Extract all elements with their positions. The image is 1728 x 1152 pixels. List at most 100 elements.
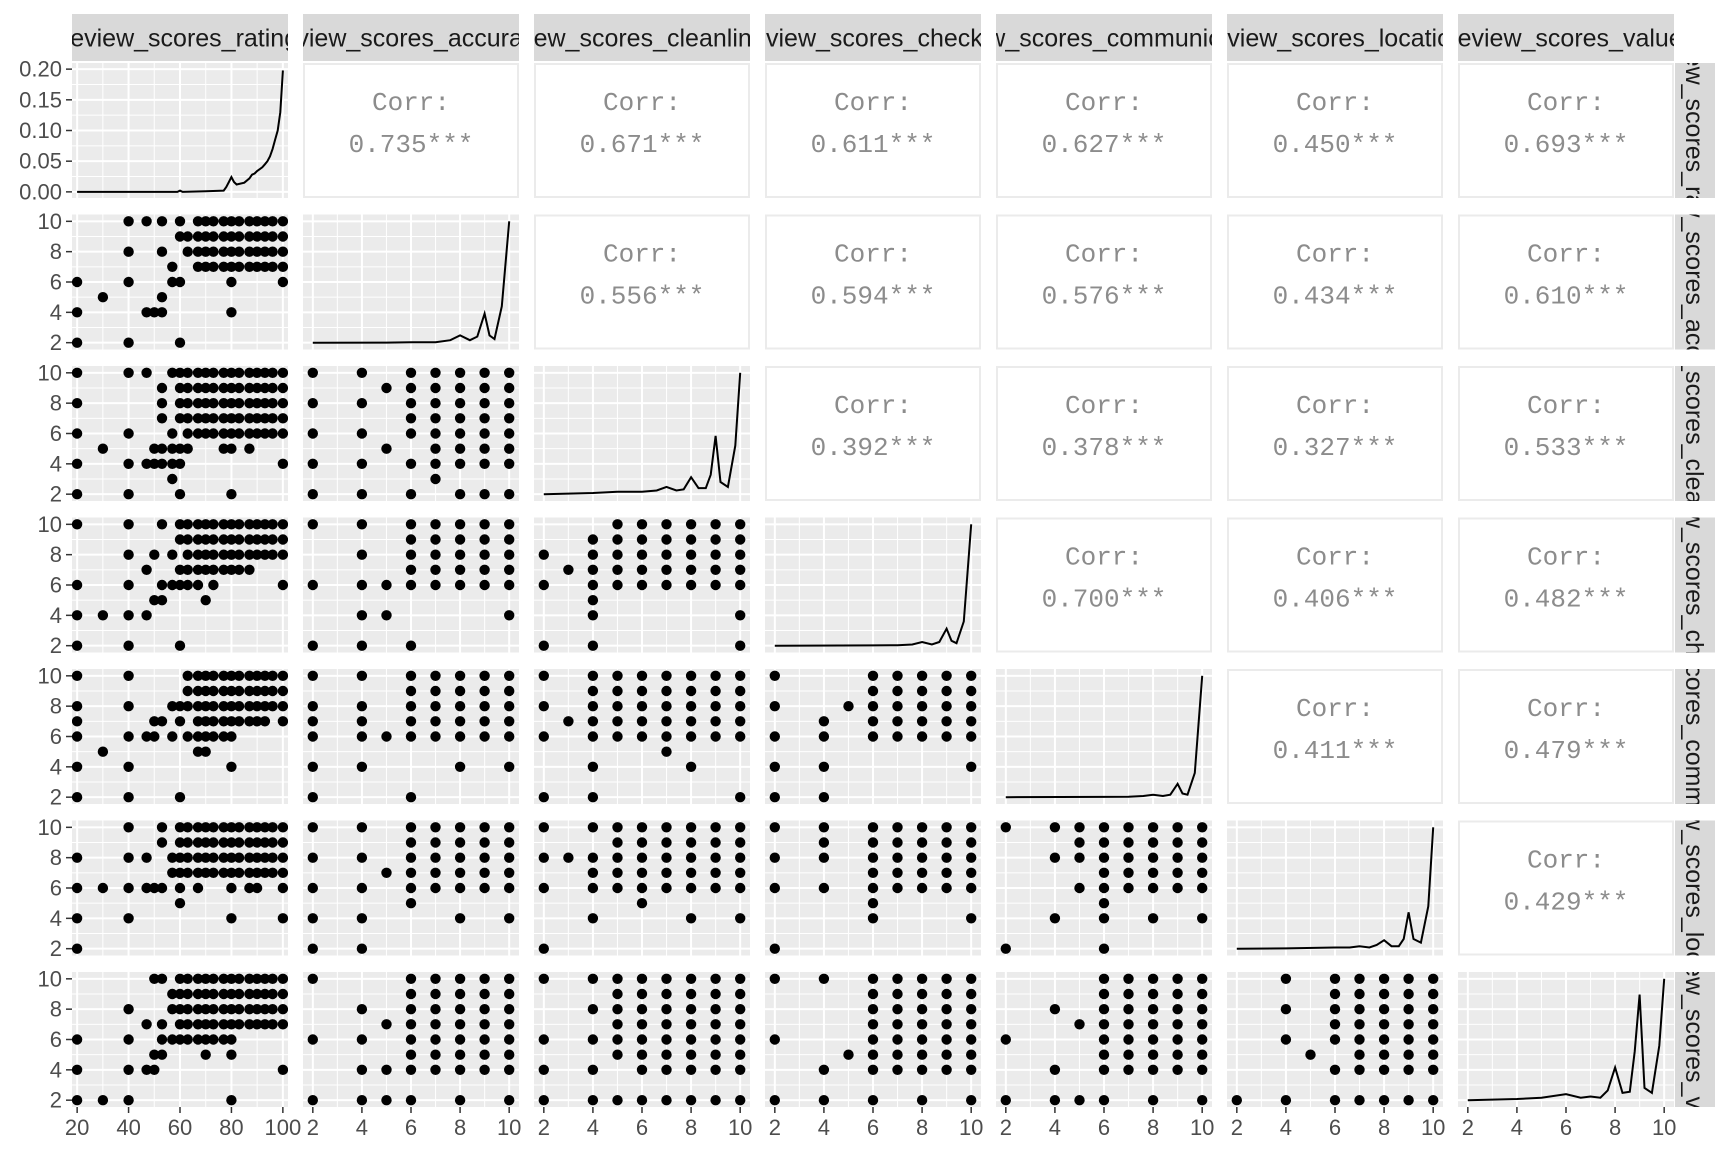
scatter-point — [233, 261, 245, 272]
scatter-point — [661, 685, 672, 697]
x-tick-label: 80 — [219, 1115, 243, 1140]
scatter-point — [72, 670, 83, 681]
scatter-point — [710, 716, 721, 727]
scatter-point — [504, 685, 515, 697]
scatter-point — [1428, 1049, 1439, 1060]
scatter-point — [259, 1019, 271, 1030]
scatter-point — [200, 973, 211, 984]
column-strip-label: review_scores_rating — [62, 25, 298, 53]
scatter-point — [156, 973, 168, 984]
scatter-point — [430, 382, 441, 394]
scatter-point — [479, 988, 490, 1000]
scatter-panel-5-0 — [72, 820, 288, 956]
scatter-point — [612, 731, 623, 742]
scatter-point — [72, 852, 83, 863]
scatter-point — [226, 276, 237, 288]
scatter-point — [587, 822, 599, 833]
scatter-point — [123, 549, 134, 560]
scatter-point — [307, 458, 318, 469]
scatter-point — [1098, 898, 1110, 909]
scatter-point — [612, 716, 623, 727]
scatter-point — [636, 549, 648, 560]
scatter-point — [1074, 822, 1085, 833]
scatter-point — [405, 822, 417, 833]
scatter-point — [504, 852, 515, 863]
scatter-point — [218, 1034, 229, 1045]
scatter-point — [685, 837, 697, 848]
scatter-point — [710, 670, 721, 681]
scatter-point — [356, 913, 368, 924]
scatter-point — [892, 1004, 903, 1015]
scatter-point — [307, 640, 318, 651]
scatter-point — [1172, 1019, 1183, 1030]
corr-value: 0.479*** — [1504, 736, 1629, 766]
scatter-point — [661, 1095, 672, 1106]
scatter-point — [735, 519, 746, 530]
scatter-point — [156, 595, 168, 606]
x-tick-label: 2 — [1000, 1115, 1012, 1140]
scatter-point — [479, 867, 490, 878]
scatter-point — [735, 534, 746, 545]
scatter-point — [735, 1004, 746, 1015]
scatter-point — [941, 1004, 952, 1015]
scatter-point — [174, 640, 186, 651]
scatter-point — [1197, 973, 1208, 984]
scatter-point — [405, 1034, 417, 1045]
scatter-panel-4-1 — [303, 669, 519, 804]
scatter-point — [538, 943, 549, 954]
scatter-point — [479, 382, 490, 394]
scatter-point — [259, 261, 271, 272]
scatter-point — [735, 988, 746, 1000]
scatter-point — [636, 701, 648, 712]
scatter-point — [277, 867, 288, 878]
scatter-point — [244, 716, 255, 727]
y-tick-label: 0.20 — [19, 57, 62, 82]
scatter-point — [1378, 973, 1390, 984]
scatter-point — [892, 731, 903, 742]
scatter-point — [1378, 1064, 1390, 1076]
scatter-point — [430, 1049, 441, 1060]
scatter-point — [277, 1004, 288, 1015]
scatter-point — [307, 882, 318, 894]
y-tick-label: 8 — [50, 542, 62, 567]
scatter-point — [1378, 1019, 1390, 1030]
scatter-point — [612, 837, 623, 848]
scatter-point — [259, 701, 271, 712]
scatter-point — [818, 973, 830, 984]
scatter-panel-6-2 — [534, 972, 750, 1107]
scatter-point — [277, 276, 288, 288]
scatter-point — [1123, 822, 1134, 833]
scatter-point — [182, 246, 193, 257]
scatter-point — [479, 670, 490, 681]
scatter-point — [661, 837, 672, 848]
scatter-point — [587, 701, 599, 712]
scatter-point — [710, 1034, 721, 1045]
scatter-point — [174, 579, 186, 591]
scatter-point — [710, 867, 721, 878]
scatter-point — [200, 428, 211, 439]
scatter-point — [1329, 1064, 1341, 1076]
scatter-point — [1147, 867, 1159, 878]
column-strip-4: review_scores_communication — [996, 14, 1212, 61]
scatter-point — [200, 852, 211, 863]
scatter-point — [504, 701, 515, 712]
scatter-point — [267, 261, 278, 272]
scatter-point — [587, 534, 599, 545]
scatter-point — [1098, 867, 1110, 878]
scatter-point — [208, 261, 219, 272]
scatter-point — [200, 1034, 211, 1045]
scatter-point — [479, 973, 490, 984]
scatter-point — [1098, 1095, 1110, 1106]
scatter-point — [277, 1064, 288, 1075]
scatter-point — [587, 640, 599, 651]
column-strip-0: review_scores_rating — [62, 14, 298, 61]
x-tick-label: 20 — [65, 1115, 89, 1140]
row-strip-label: review_scores_location — [1680, 758, 1708, 1018]
scatter-point — [72, 428, 83, 439]
scatter-point — [612, 534, 623, 545]
row-strip-label: review_scores_rating — [1680, 12, 1708, 248]
scatter-point — [200, 746, 211, 757]
scatter-point — [454, 1004, 466, 1015]
scatter-point — [244, 822, 255, 833]
scatter-point — [769, 761, 780, 772]
